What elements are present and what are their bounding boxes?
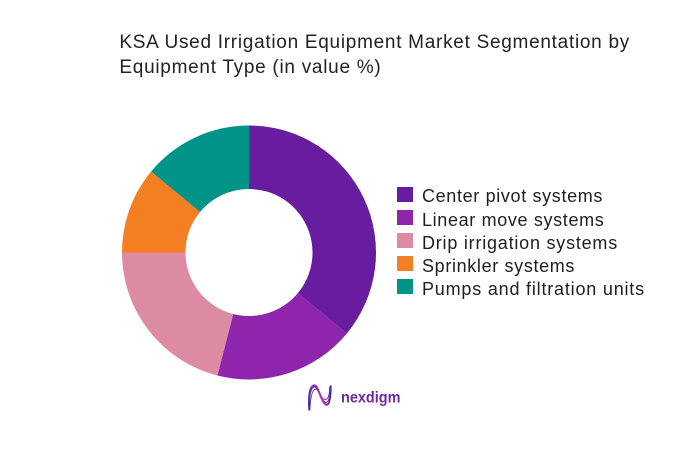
svg-text:nexdigm: nexdigm [341,390,401,407]
